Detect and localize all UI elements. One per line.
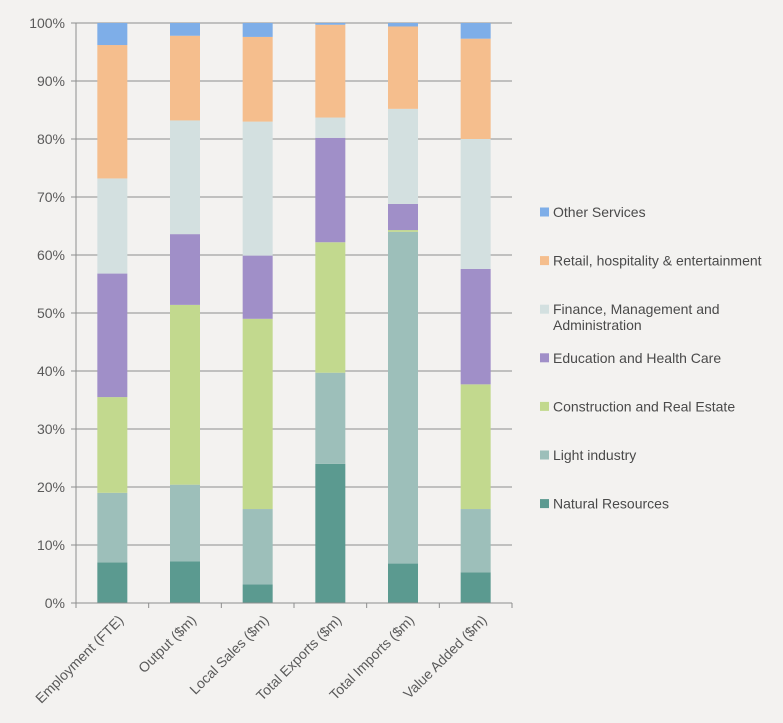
legend-label: Education and Health Care bbox=[553, 350, 721, 366]
legend-item: Finance, Management and Administration bbox=[540, 301, 720, 333]
bar-segment bbox=[97, 562, 128, 603]
bar-segment bbox=[170, 23, 200, 36]
bar-segment bbox=[388, 203, 418, 231]
bar-segment bbox=[388, 230, 418, 232]
bars bbox=[97, 23, 491, 603]
bar-segment bbox=[97, 273, 128, 398]
bar-segment bbox=[388, 231, 418, 564]
y-tick-label: 100% bbox=[29, 15, 65, 31]
bar-segment bbox=[460, 23, 491, 39]
bar-segment bbox=[388, 23, 418, 27]
legend-label: Finance, Management and Administration bbox=[553, 301, 720, 333]
bar-segment bbox=[170, 120, 200, 235]
legend-label: Other Services bbox=[553, 204, 646, 220]
bar-segment bbox=[460, 38, 491, 139]
axes bbox=[71, 22, 513, 608]
bar-segment bbox=[170, 35, 200, 121]
bar-segment bbox=[315, 24, 346, 118]
bar-segment bbox=[242, 584, 273, 603]
bar-segment bbox=[460, 384, 491, 510]
bar-segment bbox=[242, 121, 273, 256]
bar-segment bbox=[170, 561, 200, 603]
y-tick-label: 20% bbox=[37, 479, 65, 495]
bar-segment bbox=[170, 304, 200, 485]
bar-segment bbox=[460, 268, 491, 385]
y-axis-tick-labels: 0% 10% 20% 30% 40% 50% 60% 70% 80% 90% 100% bbox=[29, 15, 65, 611]
y-tick-label: 30% bbox=[37, 421, 65, 437]
bar-segment bbox=[460, 509, 491, 573]
y-tick-label: 40% bbox=[37, 363, 65, 379]
y-tick-label: 90% bbox=[37, 73, 65, 89]
y-tick-label: 0% bbox=[45, 595, 65, 611]
bar-segment bbox=[242, 36, 273, 122]
legend-item: Education and Health Care bbox=[540, 350, 721, 366]
bar-segment bbox=[315, 117, 346, 138]
bar-segment bbox=[242, 509, 273, 585]
legend-item: Retail, hospitality & entertainment bbox=[540, 253, 762, 269]
y-tick-label: 50% bbox=[37, 305, 65, 321]
bar-segment bbox=[97, 45, 128, 179]
bar-segment bbox=[97, 178, 128, 274]
x-category-label: Local Sales ($m) bbox=[186, 612, 272, 698]
bar-segment bbox=[315, 242, 346, 373]
bar-segment bbox=[170, 234, 200, 305]
bar-segment bbox=[242, 318, 273, 510]
grid-lines bbox=[76, 22, 512, 604]
legend-swatch bbox=[540, 256, 549, 266]
y-tick-label: 70% bbox=[37, 189, 65, 205]
legend-label: Light industry bbox=[553, 447, 636, 463]
legend-label: Natural Resources bbox=[553, 496, 669, 512]
bar-segment bbox=[388, 108, 418, 204]
bar-segment bbox=[315, 137, 346, 243]
bar-segment bbox=[97, 492, 128, 563]
legend-item: Natural Resources bbox=[540, 496, 669, 512]
legend-swatch bbox=[540, 401, 549, 411]
legend-label: Retail, hospitality & entertainment bbox=[553, 253, 762, 269]
legend: Other Services Retail, hospitality & ente… bbox=[540, 204, 762, 512]
bar-segment bbox=[242, 255, 273, 319]
y-tick-label: 60% bbox=[37, 247, 65, 263]
x-category-label: Employment (FTE) bbox=[32, 612, 126, 706]
bar-segment bbox=[315, 372, 346, 464]
legend-item: Construction and Real Estate bbox=[540, 398, 735, 414]
x-axis-category-labels: Employment (FTE) Output ($m)Local Sales (… bbox=[32, 612, 490, 706]
legend-swatch bbox=[540, 353, 549, 363]
legend-swatch bbox=[540, 207, 549, 217]
bar-segment bbox=[242, 23, 273, 37]
y-tick-label: 80% bbox=[37, 131, 65, 147]
bar-segment bbox=[315, 23, 346, 25]
bar-segment bbox=[460, 139, 491, 269]
legend-item: Light industry bbox=[540, 447, 636, 463]
bar-segment bbox=[388, 563, 418, 603]
bar-segment bbox=[315, 463, 346, 603]
bar-segment bbox=[460, 572, 491, 603]
legend-swatch bbox=[540, 304, 549, 314]
bar-segment bbox=[170, 484, 200, 562]
legend-label: Construction and Real Estate bbox=[553, 398, 735, 414]
legend-item: Other Services bbox=[540, 204, 646, 220]
legend-swatch bbox=[540, 450, 549, 460]
legend-swatch bbox=[540, 499, 549, 509]
x-category-label: Output ($m) bbox=[135, 612, 199, 676]
bar-segment bbox=[388, 26, 418, 109]
bar-segment bbox=[97, 397, 128, 493]
bar-segment bbox=[97, 23, 128, 46]
y-tick-label: 10% bbox=[37, 537, 65, 553]
